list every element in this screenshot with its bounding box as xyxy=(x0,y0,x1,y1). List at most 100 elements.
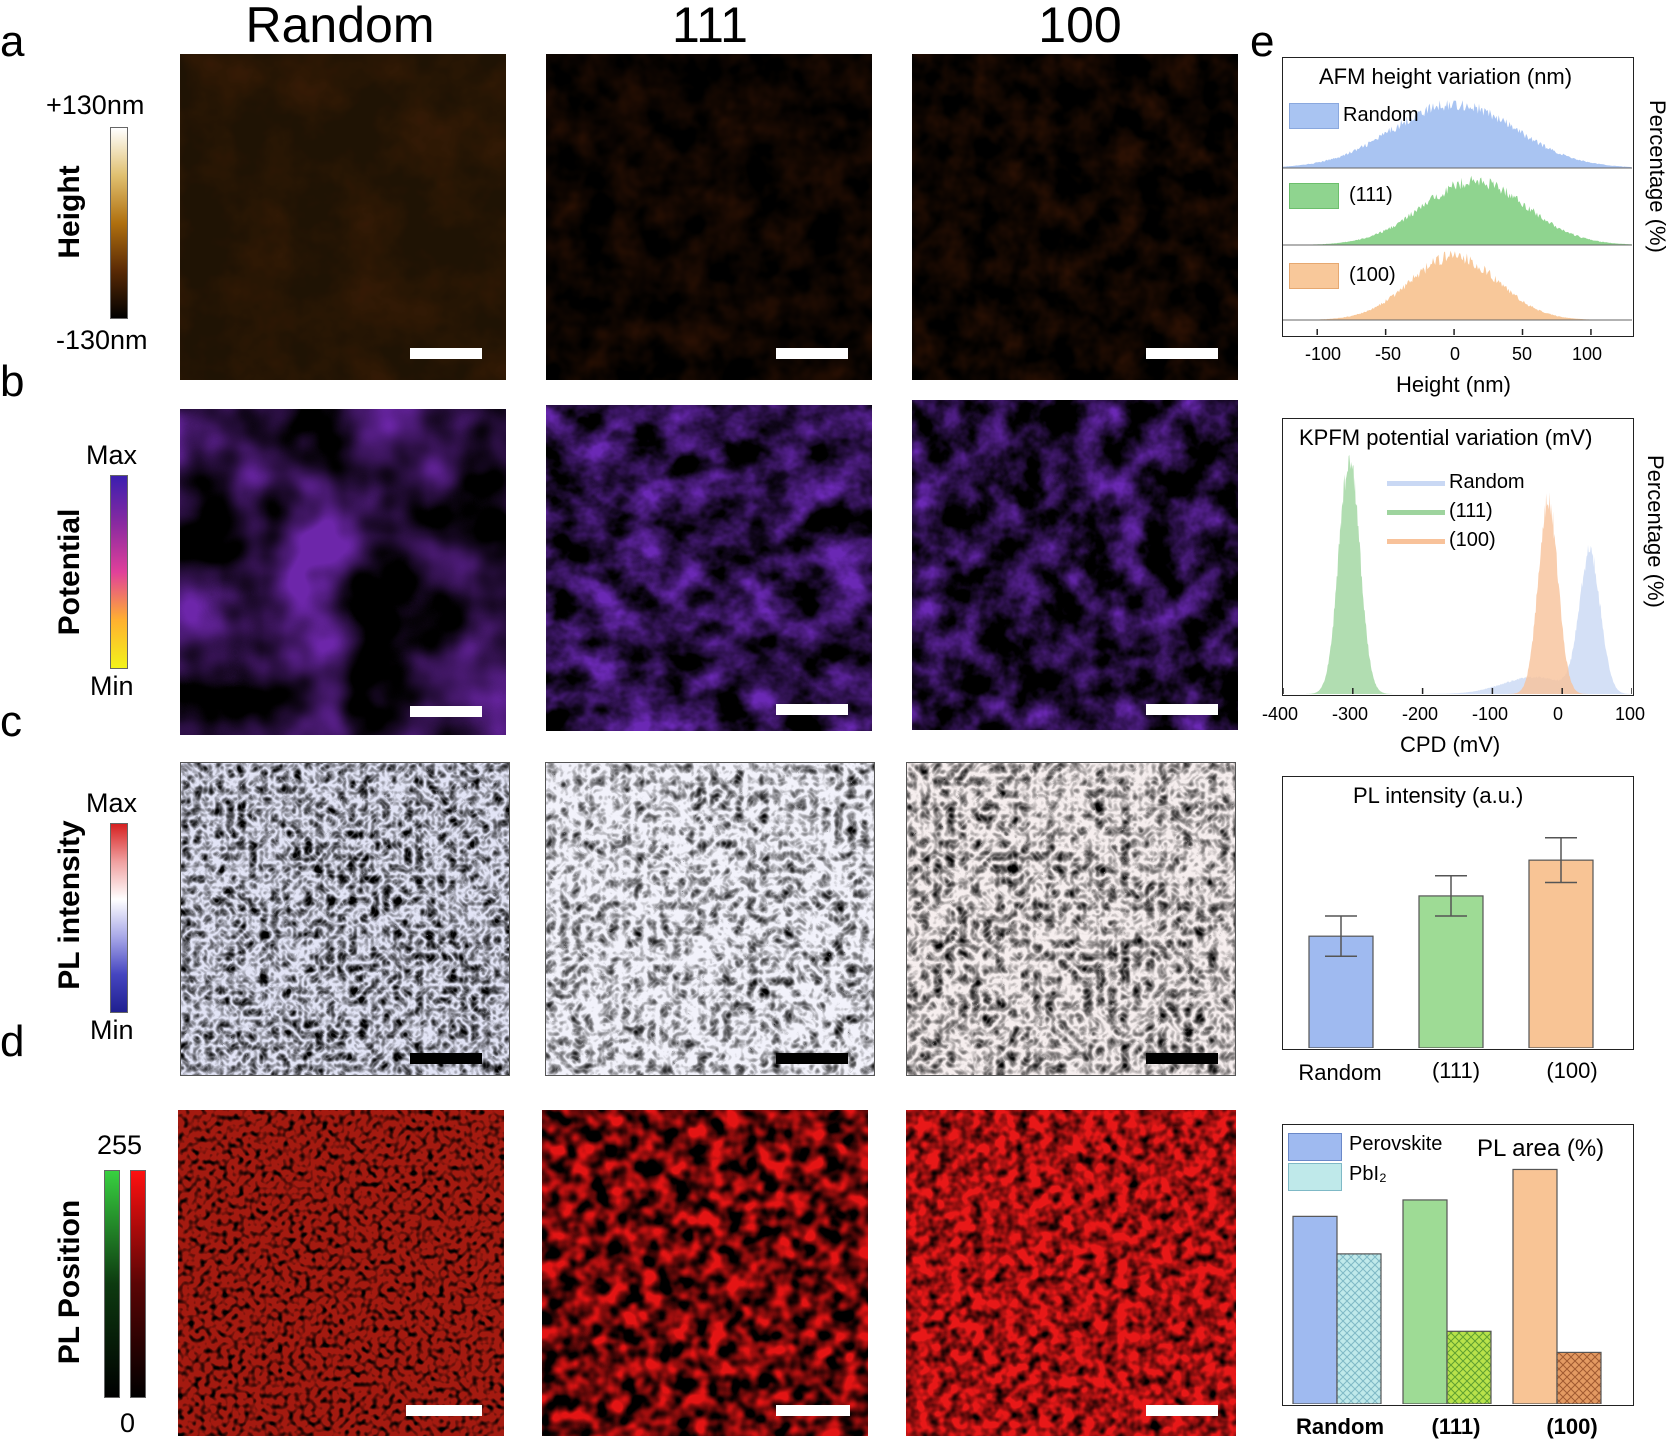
pl-area-bar-perovskite xyxy=(1512,1168,1558,1404)
afm-legend-111: (111) xyxy=(1349,184,1393,206)
pl-position-colorbar-red xyxy=(130,1170,146,1398)
kpfm-tick: -400 xyxy=(1262,704,1299,724)
pl-area-chart: Perovskite PbI₂ PL area (%) xyxy=(1282,1124,1634,1406)
scale-bar xyxy=(1146,1053,1218,1064)
scale-bar xyxy=(1146,704,1218,715)
pl-intensity-min-label: Min xyxy=(90,1015,134,1045)
scale-bar xyxy=(410,706,482,717)
panel-label-b: b xyxy=(0,357,25,406)
height-colorbar xyxy=(110,127,128,319)
pl-intensity-category: (100) xyxy=(1546,1058,1598,1083)
kpfm-x-axis-label: CPD (mV) xyxy=(1400,732,1501,757)
pl-area-category: Random xyxy=(1296,1414,1384,1439)
panel-label-e: e xyxy=(1250,17,1275,66)
pl-intensity-category: (111) xyxy=(1431,1058,1481,1083)
pl-area-legend-perovskite: Perovskite xyxy=(1349,1133,1443,1155)
panel-label-a: a xyxy=(0,17,25,66)
kpfm-image-random xyxy=(180,409,506,735)
afm-legend-random: Random xyxy=(1343,104,1419,126)
scale-bar xyxy=(776,1405,850,1416)
kpfm-legend-random: Random xyxy=(1449,471,1525,493)
kpfm-histogram-plot xyxy=(1283,454,1632,694)
pl-position-image-random xyxy=(178,1110,504,1436)
kpfm-series-1 xyxy=(1283,454,1632,694)
pl-map-random xyxy=(180,762,510,1076)
afm-y-axis-label: Percentage (%) xyxy=(1645,100,1670,253)
kpfm-image-100 xyxy=(912,400,1238,730)
pl-intensity-plot xyxy=(1308,837,1594,1048)
scale-bar xyxy=(410,1053,482,1064)
scale-bar xyxy=(776,1053,848,1064)
column-title-100: 100 xyxy=(1038,0,1122,53)
pl-area-bar-pbi2 xyxy=(1556,1351,1602,1404)
scale-bar xyxy=(1146,1405,1218,1416)
pl-position-image-100 xyxy=(906,1110,1236,1436)
afm-series-0 xyxy=(1283,100,1632,168)
kpfm-series-0 xyxy=(1283,544,1632,694)
afm-tick: 50 xyxy=(1512,344,1533,364)
scale-bar xyxy=(406,1405,482,1416)
pl-intensity-category: Random xyxy=(1298,1060,1382,1085)
afm-legend-swatch-random xyxy=(1289,103,1339,129)
afm-x-axis-label: Height (nm) xyxy=(1396,372,1511,397)
pl-position-colorbar-green xyxy=(104,1170,120,1398)
kpfm-legend-swatch-111 xyxy=(1387,510,1445,515)
scale-bar xyxy=(1146,348,1218,359)
afm-image-111 xyxy=(546,54,872,380)
pl-area-category: (111) xyxy=(1431,1414,1481,1439)
pl-intensity-chart-title: PL intensity (a.u.) xyxy=(1353,783,1524,808)
potential-min-label: Min xyxy=(90,671,134,701)
afm-image-100 xyxy=(912,54,1238,380)
kpfm-legend-100: (100) xyxy=(1449,529,1496,551)
pl-intensity-bar xyxy=(1418,895,1484,1048)
pl-position-min-label: 0 xyxy=(120,1408,136,1438)
kpfm-legend-swatch-random xyxy=(1387,481,1445,486)
kpfm-histogram-chart: KPFM potential variation (mV) Random (11… xyxy=(1282,418,1634,696)
pl-area-legend-swatch-pbi2 xyxy=(1288,1163,1342,1191)
pl-area-bar-pbi2 xyxy=(1336,1253,1382,1404)
kpfm-tick: -100 xyxy=(1472,704,1509,724)
afm-histogram-chart: AFM height variation (nm) Random (111) (… xyxy=(1282,57,1634,337)
afm-legend-swatch-111 xyxy=(1289,183,1339,209)
height-max-label: +130nm xyxy=(46,90,145,120)
kpfm-tick: -300 xyxy=(1332,704,1369,724)
pl-area-bar-pbi2 xyxy=(1446,1330,1492,1404)
afm-tick: 100 xyxy=(1572,344,1603,364)
afm-series-1 xyxy=(1283,175,1632,245)
pl-position-image-111 xyxy=(542,1110,868,1436)
column-title-111: 111 xyxy=(671,0,748,53)
pl-intensity-chart: PL intensity (a.u.) xyxy=(1282,776,1634,1050)
pl-area-plot xyxy=(1292,1168,1602,1404)
afm-legend-swatch-100 xyxy=(1289,263,1339,289)
kpfm-legend-swatch-100 xyxy=(1387,539,1445,544)
afm-tick: -100 xyxy=(1305,344,1342,364)
kpfm-image-111 xyxy=(546,405,872,731)
afm-tick: -50 xyxy=(1375,344,1402,364)
scale-bar xyxy=(410,348,482,359)
panel-label-d: d xyxy=(0,1017,25,1066)
pl-area-legend-pbi2: PbI₂ xyxy=(1349,1163,1387,1185)
pl-intensity-bar xyxy=(1528,859,1594,1048)
pl-intensity-row-label: PL intensity xyxy=(53,820,86,990)
potential-row-label: Potential xyxy=(53,508,86,636)
potential-max-label: Max xyxy=(86,440,138,470)
kpfm-tick: 0 xyxy=(1553,704,1564,724)
pl-area-chart-title: PL area (%) xyxy=(1477,1135,1605,1162)
kpfm-chart-title: KPFM potential variation (mV) xyxy=(1299,425,1593,450)
pl-intensity-max-label: Max xyxy=(86,788,138,818)
pl-position-row-label: PL Position xyxy=(53,1199,86,1365)
column-title-random: Random xyxy=(245,0,435,53)
pl-area-bar-perovskite xyxy=(1402,1199,1448,1404)
afm-histogram-plot xyxy=(1283,100,1632,335)
height-row-label: Height xyxy=(53,165,86,259)
panel-label-c: c xyxy=(0,697,22,746)
kpfm-tick: 100 xyxy=(1615,704,1646,724)
afm-series-2 xyxy=(1283,250,1632,320)
pl-map-100 xyxy=(906,762,1236,1076)
kpfm-legend-111: (111) xyxy=(1449,500,1493,522)
potential-colorbar xyxy=(110,475,128,669)
kpfm-y-axis-label: Percentage (%) xyxy=(1643,455,1668,608)
afm-chart-title: AFM height variation (nm) xyxy=(1319,64,1573,89)
afm-tick: 0 xyxy=(1450,344,1461,364)
pl-intensity-colorbar xyxy=(110,823,128,1013)
